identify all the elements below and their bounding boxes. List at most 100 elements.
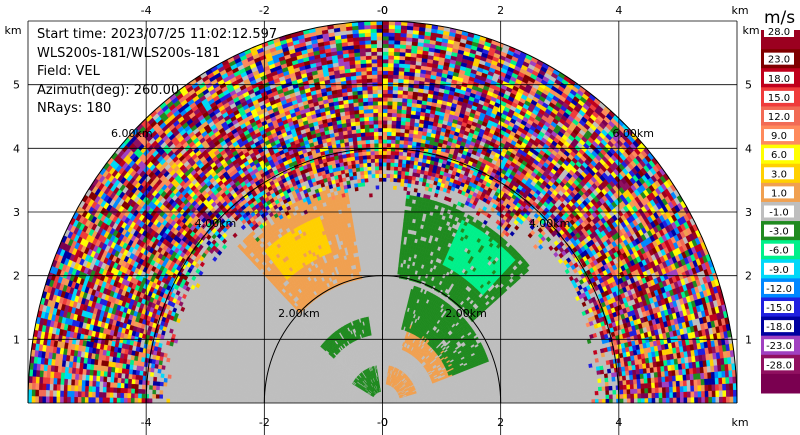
velocity-bin [545, 393, 550, 398]
velocity-bin [672, 386, 677, 393]
velocity-bin [587, 383, 592, 388]
velocity-bin [654, 387, 660, 393]
velocity-bin [605, 394, 610, 400]
velocity-bin [616, 398, 621, 404]
velocity-bin [587, 398, 592, 404]
velocity-bin [672, 391, 677, 398]
velocity-bin [722, 396, 727, 404]
velocity-bin [708, 390, 713, 398]
velocity-bin [562, 385, 567, 390]
velocity-bin [629, 383, 635, 390]
velocity-bin [637, 388, 642, 394]
velocity-bin [548, 393, 553, 397]
velocity-bin [725, 389, 731, 397]
velocity-bin [531, 397, 536, 401]
velocity-bin [668, 380, 674, 388]
velocity-bin [598, 394, 603, 400]
velocity-bin [509, 395, 514, 399]
velocity-bin [725, 383, 730, 391]
velocity-bin [636, 373, 641, 380]
velocity-bin [570, 395, 575, 400]
velocity-bin [555, 382, 560, 387]
velocity-bin [634, 397, 638, 404]
velocity-bin [558, 379, 563, 384]
velocity-bin [655, 397, 660, 404]
velocity-bin [640, 387, 645, 394]
velocity-bin [648, 397, 653, 404]
velocity-bin [622, 388, 628, 395]
velocity-bin [686, 385, 691, 392]
velocity-bin [580, 395, 585, 400]
velocity-bin [704, 396, 709, 404]
velocity-bin [558, 385, 564, 390]
velocity-bin [618, 380, 624, 386]
velocity-bin [579, 379, 585, 385]
velocity-bin [658, 392, 663, 399]
velocity-bin [651, 397, 656, 404]
velocity-bin [619, 393, 624, 399]
velocity-bin [530, 394, 536, 398]
velocity-bin [612, 389, 617, 395]
velocity-bin [651, 382, 656, 389]
velocity-bin [690, 385, 695, 392]
velocity-bin [527, 388, 532, 393]
velocity-bin [484, 398, 489, 402]
velocity-bin [527, 394, 532, 398]
velocity-bin [665, 397, 670, 404]
velocity-bin [590, 378, 595, 384]
velocity-bin [580, 387, 585, 393]
velocity-bin [600, 377, 606, 383]
velocity-bin [718, 389, 724, 397]
velocity-bin [711, 396, 716, 404]
velocity-bin [534, 399, 539, 404]
velocity-bin [513, 397, 518, 401]
velocity-bin [573, 388, 578, 393]
velocity-bin [559, 389, 564, 394]
velocity-bin [669, 391, 674, 398]
velocity-bin [650, 377, 656, 383]
velocity-bin [697, 396, 702, 404]
velocity-bin [506, 397, 511, 401]
velocity-bin [538, 393, 543, 398]
velocity-bin [594, 386, 599, 392]
velocity-bin [621, 375, 627, 381]
velocity-bin [598, 398, 603, 404]
velocity-bin [562, 392, 567, 397]
velocity-bin [657, 376, 663, 383]
velocity-bin [654, 381, 659, 388]
velocity-bin [679, 391, 685, 398]
velocity-bin [694, 390, 699, 398]
velocity-bin [586, 375, 591, 381]
velocity-bin [729, 389, 734, 397]
velocity-bin [686, 379, 691, 387]
velocity-bin [629, 379, 634, 385]
velocity-bin [600, 373, 605, 379]
velocity-bin [568, 377, 574, 383]
velocity-bin [576, 384, 581, 389]
velocity-bin [651, 392, 656, 399]
velocity-bin [596, 373, 602, 379]
velocity-bin [693, 384, 699, 392]
velocity-bin [509, 397, 514, 401]
velocity-bin [573, 391, 578, 397]
velocity-bin [530, 391, 535, 395]
velocity-bin [630, 388, 635, 394]
velocity-bin [690, 391, 695, 398]
velocity-bin [569, 381, 574, 386]
velocity-bin [609, 398, 614, 404]
velocity-bin [664, 375, 670, 382]
velocity-bin [665, 391, 670, 398]
velocity-bin [647, 382, 652, 389]
velocity-bin [556, 399, 561, 404]
velocity-bin [661, 376, 666, 383]
velocity-bin [520, 394, 525, 399]
velocity-bin [697, 390, 702, 398]
velocity-bin [611, 376, 616, 382]
velocity-bin [579, 376, 584, 381]
velocity-bin [583, 383, 588, 389]
velocity-bin [612, 398, 617, 404]
velocity-bin [545, 396, 550, 401]
velocity-bin [665, 386, 670, 393]
velocity-bin [622, 384, 628, 390]
velocity-bin [647, 387, 653, 394]
